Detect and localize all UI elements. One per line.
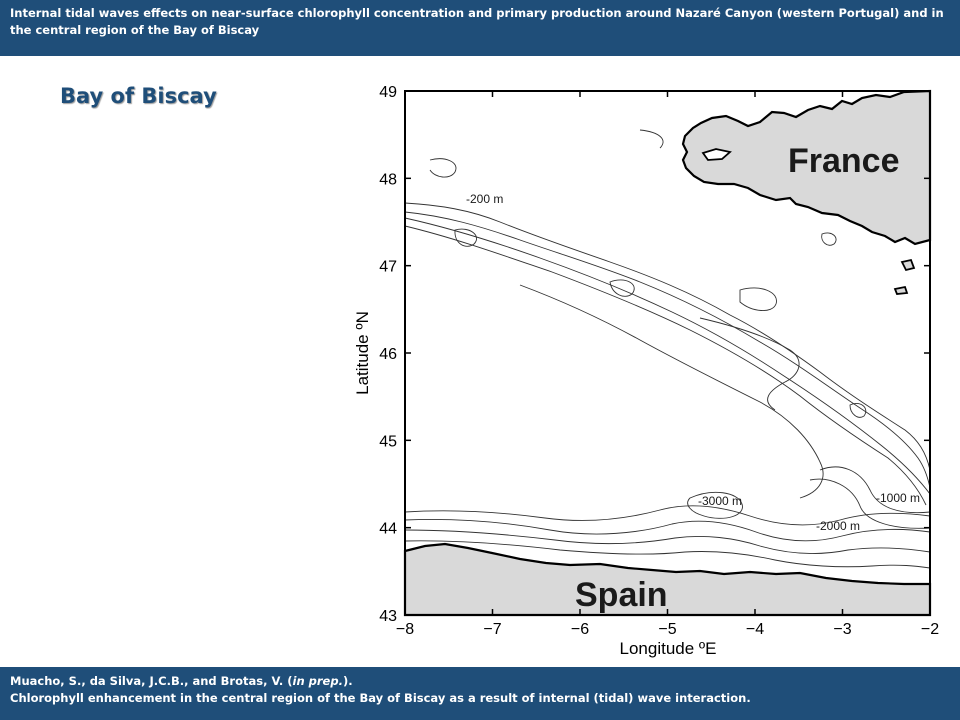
header-banner: Internal tidal waves effects on near-sur… <box>0 0 960 56</box>
contour-label-1000m: -1000 m <box>876 491 920 505</box>
contour-2000m-tongue <box>699 317 800 411</box>
contour-shelf-loop-2 <box>454 228 477 247</box>
y-tick-label: 49 <box>379 84 397 101</box>
contour-south-4 <box>404 540 931 569</box>
contour-label-2000m: -2000 m <box>816 519 860 533</box>
citation-line-1: Muacho, S., da Silva, J.C.B., and Brotas… <box>10 673 952 690</box>
france-island-2 <box>893 285 909 295</box>
x-tick-label: −3 <box>833 621 851 638</box>
x-axis: −8 −7 −6 −5 −4 −3 −2 <box>396 91 939 638</box>
y-tick-label: 43 <box>379 608 397 625</box>
x-tick-label: −8 <box>396 621 414 638</box>
x-tick-label: −4 <box>746 621 764 638</box>
y-tick-label: 44 <box>379 521 397 538</box>
contour-shelf-loop-6 <box>821 232 837 246</box>
citation-end: ). <box>342 674 353 688</box>
contour-label-3000m: -3000 m <box>698 494 742 508</box>
spain-label: Spain <box>575 576 668 614</box>
land-layer <box>403 89 932 617</box>
citation-title: Chlorophyll enhancement in the central r… <box>10 691 751 705</box>
spain-landmass <box>403 542 932 617</box>
contour-south-2 <box>404 519 931 542</box>
footer-citation: Muacho, S., da Silva, J.C.B., and Brotas… <box>0 667 960 720</box>
y-tick-label: 45 <box>379 433 397 450</box>
contour-south-loop <box>687 491 743 519</box>
contour-shelf-loop-5 <box>739 287 777 311</box>
slide-title: Bay of Biscay <box>60 84 217 108</box>
y-tick-label: 47 <box>379 259 397 276</box>
contour-shelf-loop-3 <box>639 129 664 149</box>
france-island-1 <box>900 258 916 272</box>
contour-2000m-north <box>404 225 927 506</box>
contour-200m-north <box>404 202 931 471</box>
contour-east-1 <box>819 466 931 514</box>
contour-shelf-loop-4 <box>609 279 635 297</box>
france-islet <box>701 148 732 161</box>
contour-south-1 <box>404 505 931 526</box>
citation-status: in prep. <box>292 674 343 688</box>
y-tick-label: 46 <box>379 346 397 363</box>
contour-3000m-outer <box>519 284 824 499</box>
y-axis-label: Latitude ºN <box>353 311 372 395</box>
contour-200m-north-inner <box>404 211 931 489</box>
contour-label-200m: -200 m <box>466 192 503 206</box>
contour-east-2 <box>809 478 931 529</box>
contour-shelf-loop-7 <box>849 403 867 418</box>
contour-south-3 <box>404 529 931 554</box>
contour-layer <box>404 129 931 569</box>
bathymetry-map: −8 −7 −6 −5 −4 −3 −2 43 44 45 46 47 48 49 Longitude … <box>353 84 939 658</box>
x-tick-label: −2 <box>921 621 939 638</box>
france-label: France <box>788 142 900 180</box>
contour-shelf-loop-1 <box>429 158 457 178</box>
x-tick-label: −5 <box>658 621 676 638</box>
x-axis-label: Longitude ºE <box>620 639 717 658</box>
y-tick-label: 48 <box>379 171 397 188</box>
france-landmass <box>681 89 932 246</box>
x-tick-label: −7 <box>483 621 501 638</box>
citation-authors: Muacho, S., da Silva, J.C.B., and Brotas… <box>10 674 293 688</box>
header-title: Internal tidal waves effects on near-sur… <box>10 6 944 37</box>
x-tick-label: −6 <box>571 621 589 638</box>
contour-1000m-north <box>404 217 931 495</box>
y-axis: 43 44 45 46 47 48 49 <box>379 84 930 625</box>
